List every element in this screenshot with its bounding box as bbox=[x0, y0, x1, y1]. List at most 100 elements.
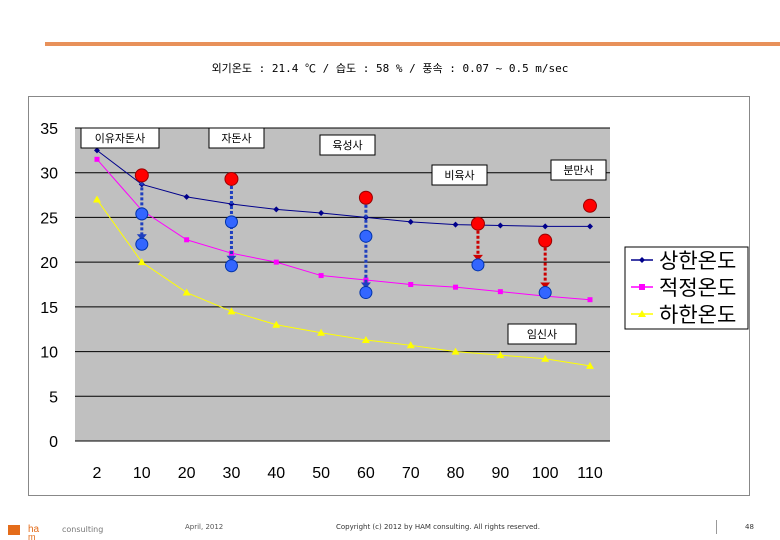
data-point-triangle bbox=[406, 341, 415, 349]
data-point-triangle bbox=[272, 320, 281, 328]
data-point-triangle bbox=[361, 335, 370, 343]
legend-label: 상한온도 bbox=[659, 249, 736, 273]
high-temp-circle bbox=[224, 171, 239, 186]
x-tick-label: 80 bbox=[447, 465, 465, 482]
data-point-diamond bbox=[497, 222, 504, 229]
data-point-square bbox=[587, 297, 593, 303]
low-temp-circle bbox=[359, 286, 373, 300]
svg-text:m: m bbox=[28, 532, 36, 540]
arrow-head bbox=[136, 234, 147, 241]
x-tick-label: 100 bbox=[532, 465, 559, 482]
footer-divider bbox=[716, 520, 717, 534]
legend-label: 적정온도 bbox=[659, 276, 736, 300]
footer-copyright: Copyright (c) 2012 by HAM consulting. Al… bbox=[336, 523, 540, 531]
x-tick-label: 40 bbox=[267, 465, 285, 482]
annotation-box bbox=[319, 134, 376, 156]
series-line-2 bbox=[96, 158, 591, 301]
legend-label: 하한온도 bbox=[659, 303, 736, 327]
high-temp-circle bbox=[583, 198, 597, 213]
data-point-square bbox=[94, 156, 100, 162]
y-tick-label: 0 bbox=[49, 434, 58, 451]
x-tick-label: 70 bbox=[402, 465, 420, 482]
series-line-3 bbox=[96, 199, 591, 367]
data-point-triangle bbox=[451, 347, 460, 355]
data-point-triangle bbox=[182, 288, 191, 296]
data-point-square bbox=[497, 289, 503, 295]
series-line-1 bbox=[96, 149, 590, 227]
legend-marker bbox=[639, 284, 645, 290]
ham-logo: ha m bbox=[8, 524, 40, 540]
data-point-diamond bbox=[183, 193, 190, 200]
x-tick-label: 2 bbox=[93, 465, 102, 482]
data-point-triangle bbox=[541, 354, 550, 362]
x-tick-label: 60 bbox=[357, 465, 375, 482]
chart-subtitle: 외기온도 : 21.4 ℃ / 습도 : 58 % / 풍속 : 0.07 ~ … bbox=[211, 62, 569, 75]
x-tick-label: 30 bbox=[223, 465, 241, 482]
data-point-triangle bbox=[137, 258, 146, 266]
low-temp-circle bbox=[135, 237, 149, 251]
data-point-diamond bbox=[407, 218, 414, 225]
data-point-triangle bbox=[93, 195, 101, 203]
footer-date: April, 2012 bbox=[185, 523, 224, 531]
data-point-square bbox=[408, 282, 414, 287]
y-tick-label: 30 bbox=[40, 166, 58, 183]
annotation-box bbox=[507, 323, 577, 345]
page-number: 48 bbox=[745, 523, 754, 531]
arrow-head bbox=[226, 255, 237, 262]
arrow-head bbox=[472, 254, 483, 261]
x-tick-label: 10 bbox=[133, 465, 151, 482]
high-temp-circle bbox=[538, 233, 553, 248]
plot-background bbox=[75, 128, 610, 441]
data-point-diamond bbox=[318, 209, 325, 216]
annotation-label: 비육사 bbox=[444, 169, 474, 182]
y-tick-label: 10 bbox=[40, 345, 58, 362]
x-tick-label: 90 bbox=[491, 465, 509, 482]
data-point-square bbox=[273, 259, 279, 265]
annotation-box bbox=[550, 159, 607, 181]
annotation-label: 임신사 bbox=[527, 328, 557, 341]
mid-temp-circle bbox=[224, 215, 238, 229]
data-point-diamond bbox=[94, 147, 100, 154]
low-temp-circle bbox=[471, 258, 485, 272]
svg-text:ha: ha bbox=[28, 524, 40, 535]
data-point-diamond bbox=[587, 223, 593, 230]
data-point-square bbox=[184, 237, 190, 243]
data-point-triangle bbox=[227, 307, 236, 315]
y-tick-label: 5 bbox=[49, 389, 58, 406]
x-tick-label: 110 bbox=[577, 465, 603, 482]
legend-marker bbox=[639, 257, 645, 263]
x-tick-label: 50 bbox=[312, 465, 330, 482]
mid-temp-circle bbox=[359, 229, 373, 243]
annotation-label: 이유자돈사 bbox=[95, 132, 146, 145]
low-temp-circle bbox=[224, 259, 238, 273]
high-temp-circle bbox=[470, 216, 485, 231]
y-tick-label: 25 bbox=[40, 210, 58, 227]
data-point-square bbox=[318, 273, 324, 279]
x-tick-label: 20 bbox=[178, 465, 196, 482]
data-point-square bbox=[453, 284, 459, 290]
arrow-head bbox=[540, 282, 551, 289]
data-point-triangle bbox=[317, 328, 326, 336]
low-temp-circle bbox=[538, 286, 552, 300]
footer: ha m consulting April, 2012 Copyright (c… bbox=[0, 516, 780, 540]
arrow-head bbox=[360, 282, 371, 289]
annotation-box bbox=[80, 127, 160, 149]
high-temp-circle bbox=[134, 168, 149, 183]
data-point-diamond bbox=[542, 223, 549, 230]
y-tick-label: 35 bbox=[40, 121, 58, 138]
data-point-diamond bbox=[273, 206, 280, 213]
annotation-label: 자돈사 bbox=[221, 132, 251, 145]
high-temp-circle bbox=[358, 190, 373, 205]
y-tick-label: 20 bbox=[40, 255, 58, 272]
mid-temp-circle bbox=[135, 207, 149, 221]
data-point-triangle bbox=[496, 351, 505, 359]
brand-text: consulting bbox=[62, 525, 104, 534]
annotation-label: 육성사 bbox=[332, 139, 362, 152]
header-rule bbox=[45, 42, 780, 46]
data-point-diamond bbox=[452, 221, 459, 228]
data-point-triangle bbox=[586, 361, 594, 369]
annotation-box bbox=[208, 127, 265, 149]
annotation-box bbox=[431, 164, 488, 186]
legend-marker bbox=[638, 310, 646, 317]
